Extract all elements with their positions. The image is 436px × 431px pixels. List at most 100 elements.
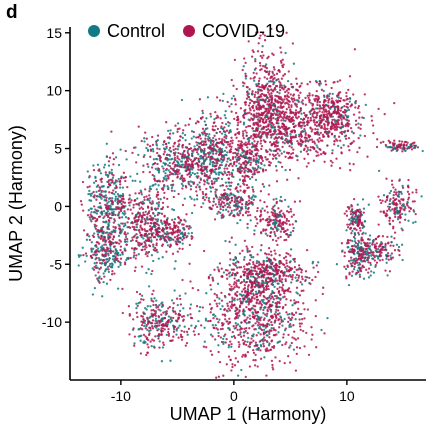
point-covid19 xyxy=(256,298,260,301)
point-covid19 xyxy=(143,248,147,251)
point-covid19 xyxy=(110,241,113,244)
point-covid19 xyxy=(218,147,222,150)
point-control xyxy=(252,335,255,338)
point-control xyxy=(224,239,227,243)
point-control xyxy=(154,317,158,320)
point-covid19 xyxy=(266,103,269,106)
point-covid19 xyxy=(207,146,210,149)
point-covid19 xyxy=(127,305,131,308)
point-control xyxy=(177,326,180,329)
point-control xyxy=(106,257,109,261)
point-covid19 xyxy=(273,145,277,148)
point-control xyxy=(90,241,93,244)
point-covid19 xyxy=(265,128,268,132)
point-control xyxy=(288,312,291,316)
point-covid19 xyxy=(156,147,159,150)
point-covid19 xyxy=(314,314,317,318)
point-covid19 xyxy=(165,312,168,315)
point-covid19 xyxy=(95,256,98,260)
point-control xyxy=(139,339,142,342)
point-covid19 xyxy=(146,236,149,239)
point-covid19 xyxy=(221,324,224,327)
point-control xyxy=(117,223,120,226)
point-control xyxy=(349,97,352,100)
point-control xyxy=(196,143,199,147)
point-control xyxy=(108,221,111,224)
point-control xyxy=(256,88,260,91)
point-control xyxy=(290,143,293,146)
point-covid19 xyxy=(279,235,282,239)
point-covid19 xyxy=(308,98,311,102)
point-covid19 xyxy=(322,108,325,111)
point-covid19 xyxy=(248,196,251,199)
point-covid19 xyxy=(217,198,220,201)
point-control xyxy=(286,139,289,142)
point-covid19 xyxy=(309,146,312,149)
point-control xyxy=(218,302,221,305)
point-control xyxy=(162,176,165,180)
point-control xyxy=(194,162,197,165)
point-covid19 xyxy=(262,290,266,294)
point-covid19 xyxy=(230,110,233,113)
point-covid19 xyxy=(230,236,233,239)
point-covid19 xyxy=(119,208,123,211)
point-covid19 xyxy=(207,182,210,185)
point-covid19 xyxy=(248,168,251,171)
point-control xyxy=(169,321,172,324)
point-control xyxy=(219,307,222,311)
point-covid19 xyxy=(173,221,176,225)
point-covid19 xyxy=(288,144,291,148)
point-covid19 xyxy=(222,173,225,176)
point-control xyxy=(145,308,148,311)
point-control xyxy=(219,205,222,208)
point-covid19 xyxy=(166,222,169,225)
point-covid19 xyxy=(104,254,108,258)
point-control xyxy=(277,160,280,164)
point-covid19 xyxy=(247,345,250,348)
cell-cluster xyxy=(77,213,137,298)
point-covid19 xyxy=(226,167,229,170)
point-control xyxy=(181,157,184,160)
point-covid19 xyxy=(264,125,268,128)
point-control xyxy=(228,275,231,278)
point-covid19 xyxy=(212,129,215,132)
point-covid19 xyxy=(111,152,115,155)
point-covid19 xyxy=(275,239,278,242)
point-control xyxy=(299,117,303,121)
point-covid19 xyxy=(229,163,232,166)
point-covid19 xyxy=(236,123,239,127)
point-covid19 xyxy=(297,307,300,310)
point-covid19 xyxy=(253,76,256,79)
point-control xyxy=(273,210,276,213)
point-covid19 xyxy=(94,244,98,247)
point-covid19 xyxy=(132,203,135,207)
point-control xyxy=(117,234,121,238)
point-control xyxy=(101,244,104,247)
point-covid19 xyxy=(275,136,278,139)
point-covid19 xyxy=(167,332,171,336)
point-covid19 xyxy=(259,137,262,140)
point-covid19 xyxy=(183,330,186,333)
point-covid19 xyxy=(287,219,291,223)
point-covid19 xyxy=(238,328,242,331)
point-covid19 xyxy=(237,333,240,337)
point-covid19 xyxy=(140,248,143,252)
point-covid19 xyxy=(298,318,301,321)
point-control xyxy=(224,122,228,126)
point-control xyxy=(253,229,256,232)
point-control xyxy=(273,285,276,289)
point-covid19 xyxy=(239,154,243,158)
point-covid19 xyxy=(346,102,350,106)
point-control xyxy=(137,204,141,207)
point-control xyxy=(173,189,176,193)
point-covid19 xyxy=(303,317,306,320)
point-covid19 xyxy=(283,98,286,101)
point-control xyxy=(206,127,209,130)
point-control xyxy=(279,213,282,217)
point-control xyxy=(106,210,109,213)
point-covid19 xyxy=(281,141,285,144)
point-covid19 xyxy=(304,103,307,106)
point-covid19 xyxy=(159,219,163,222)
point-covid19 xyxy=(147,346,150,349)
point-covid19 xyxy=(248,88,251,91)
